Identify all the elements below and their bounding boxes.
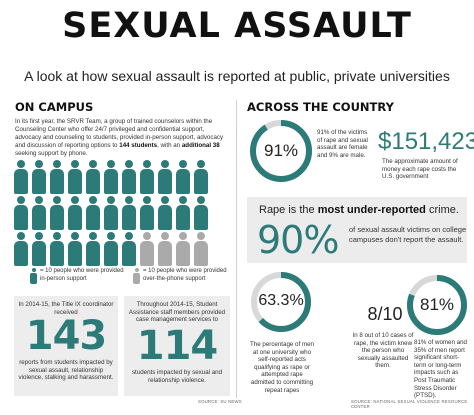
person-icon-row — [14, 232, 232, 266]
intro-students: 144 students — [119, 142, 158, 149]
person-icon — [50, 196, 64, 230]
person-icon — [122, 160, 136, 194]
person-icon — [194, 232, 208, 266]
title-ix-number: 143 — [25, 313, 108, 359]
person-icon — [176, 232, 190, 266]
underreported-panel — [247, 197, 467, 263]
intro-additional: additional 38 — [181, 142, 220, 149]
on-campus-intro: In its first year, the SRVR Team, a grou… — [15, 118, 230, 158]
stat4-text: In 8 out of 10 cases of rape, the victim… — [352, 332, 414, 370]
person-icon — [68, 232, 82, 266]
stat5-text: 81% of women and 35% of men report signi… — [414, 339, 467, 400]
donut-63-arc — [251, 272, 311, 332]
person-icon — [122, 196, 136, 230]
intro-text: In its first year, the SRVR Team, a grou… — [15, 118, 224, 149]
person-icon — [140, 196, 154, 230]
underreported-heading: Rape is the most under-reported crime. — [259, 204, 459, 216]
person-icon-row — [14, 160, 232, 194]
person-icon — [32, 232, 46, 266]
ninety-percent: 90% — [257, 218, 339, 262]
person-icon — [133, 268, 140, 284]
infographic-title: SEXUAL ASSAULT — [62, 6, 412, 46]
person-icon — [104, 160, 118, 194]
legend-phone-text: = 10 people who were provided over-the-p… — [143, 268, 227, 282]
underreported-bold: most under-reported — [317, 204, 426, 216]
person-icon — [86, 232, 100, 266]
donut-91-label: 91% — [263, 141, 299, 160]
person-icon — [104, 232, 118, 266]
cost-figure: $151,423 — [378, 128, 474, 155]
person-icon — [104, 196, 118, 230]
person-icon — [32, 196, 46, 230]
donut-63 — [251, 272, 311, 332]
person-icon — [14, 232, 28, 266]
donut-81 — [407, 275, 467, 335]
donut-91-arc — [250, 120, 312, 182]
person-icon — [158, 232, 172, 266]
infographic-subtitle: A look at how sexual assault is reported… — [24, 68, 450, 84]
student-assistance-panel — [124, 296, 230, 396]
title-ix-panel — [14, 296, 118, 396]
on-campus-source: SOURCE: SU NEWS — [198, 399, 242, 404]
person-icon — [50, 232, 64, 266]
title-ix-sub: reports from students impacted by sexual… — [18, 359, 114, 382]
intro-mid: , with an — [157, 142, 181, 149]
underreported-post: crime. — [428, 204, 459, 216]
sasm-desc: Throughout 2014-15, Student Assistance s… — [128, 301, 226, 324]
person-icon — [176, 196, 190, 230]
legend-phone: = 10 people who were provided over-the-p… — [133, 268, 230, 284]
legend-inperson-text: = 10 people who were provided in-person … — [40, 268, 124, 282]
person-icon — [140, 160, 154, 194]
person-icon — [68, 160, 82, 194]
person-icon — [158, 160, 172, 194]
title-ix-desc: In 2014-15, the Title IX coordinator rec… — [18, 301, 114, 316]
stat1-text: 91% of the victims of rape and sexual as… — [317, 129, 368, 159]
column-divider — [236, 100, 237, 398]
stat3-text: The percentage of men at one university … — [250, 341, 314, 394]
eight-of-ten: 8/10 — [367, 304, 403, 324]
person-icon — [30, 268, 37, 284]
sasm-number: 114 — [136, 323, 219, 369]
donut-81-arc — [407, 275, 467, 335]
legend-inperson: = 10 people who were provided in-person … — [30, 268, 125, 284]
sasm-sub: students impacted by sexual and relation… — [131, 369, 223, 384]
person-icon — [50, 160, 64, 194]
person-icon — [86, 196, 100, 230]
across-country-source: SOURCE: NATIONAL SEXUAL VIOLENCE RESOURC… — [351, 399, 468, 409]
person-icon — [140, 232, 154, 266]
person-icon-row — [14, 196, 232, 230]
underreported-pre: Rape is the — [259, 204, 315, 216]
donut-81-label: 81% — [419, 295, 455, 314]
person-icon — [86, 160, 100, 194]
person-icon — [176, 160, 190, 194]
people-icon-grid — [14, 160, 232, 268]
intro-end: seeking support by phone. — [15, 150, 88, 157]
donut-91 — [250, 120, 312, 182]
person-icon — [194, 196, 208, 230]
person-icon — [32, 160, 46, 194]
person-icon — [68, 196, 82, 230]
ninety-percent-text: of sexual assault victims on college cam… — [349, 225, 467, 244]
on-campus-heading: ON CAMPUS — [15, 100, 94, 114]
person-icon — [194, 160, 208, 194]
person-icon — [122, 232, 136, 266]
donut-63-label: 63.3% — [258, 292, 304, 309]
person-icon — [14, 196, 28, 230]
person-icon — [14, 160, 28, 194]
across-country-heading: ACROSS THE COUNTRY — [247, 100, 394, 114]
person-icon — [158, 196, 172, 230]
cost-text: The approximate amount of money each rap… — [382, 158, 458, 181]
